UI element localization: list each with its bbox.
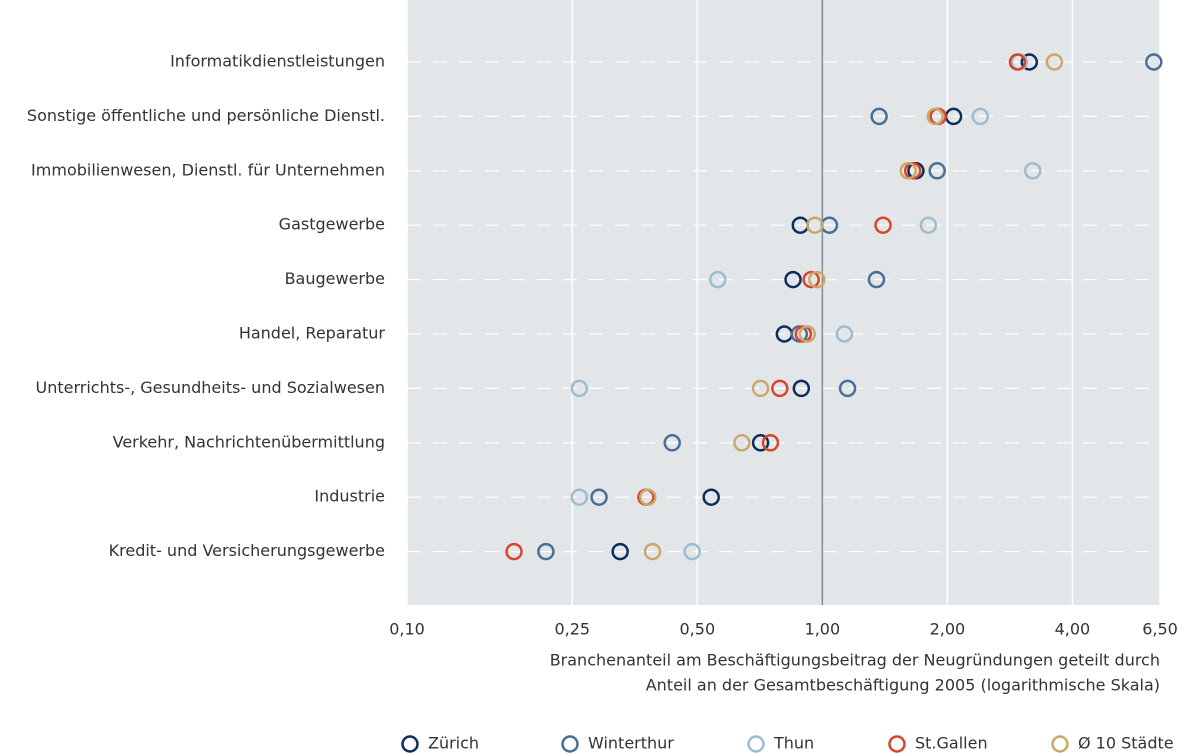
dot <box>663 434 681 452</box>
x-tick-label: 0,25 <box>554 620 590 639</box>
dot <box>643 542 662 561</box>
x-tick-label: 0,10 <box>389 620 425 639</box>
dot <box>751 434 770 452</box>
dot <box>808 270 826 289</box>
y-tick-label: Gastgewerbe <box>279 215 385 234</box>
dot <box>709 270 727 289</box>
dot <box>733 434 751 452</box>
legend-marker <box>747 735 765 753</box>
dot <box>870 107 888 126</box>
y-tick-label: Immobilienwesen, Dienstl. für Unternehme… <box>31 160 385 179</box>
legend-label: Zürich <box>428 734 479 753</box>
x-axis-label: Anteil an der Gesamtbeschäftigung 2005 (… <box>646 676 1160 695</box>
dot <box>761 434 780 452</box>
dot <box>611 542 629 561</box>
dot <box>1020 53 1039 71</box>
x-tick-label: 6,50 <box>1142 620 1178 639</box>
dot <box>792 379 811 398</box>
legend-marker <box>401 735 419 753</box>
x-tick-label: 4,00 <box>1055 620 1091 639</box>
legend-label: Thun <box>773 734 814 753</box>
y-tick-label: Industrie <box>314 487 385 506</box>
dot <box>919 216 938 234</box>
y-tick-label: Handel, Reparatur <box>239 324 386 343</box>
dot <box>835 325 854 343</box>
legend-label: St.Gallen <box>915 734 988 753</box>
dot <box>874 216 892 234</box>
dot <box>590 488 608 506</box>
legend-marker <box>888 735 906 753</box>
dot <box>1008 53 1027 71</box>
dot <box>702 488 720 506</box>
dot <box>639 488 657 506</box>
dot <box>505 542 523 561</box>
dot <box>899 162 918 180</box>
plot-area <box>407 0 1160 605</box>
dot <box>1045 53 1064 71</box>
legend-label: Ø 10 Städte <box>1078 734 1174 753</box>
dot <box>751 379 770 398</box>
y-tick-label: Unterrichts-, Gesundheits- und Sozialwes… <box>35 378 385 397</box>
x-tick-label: 2,00 <box>930 620 966 639</box>
dot <box>771 379 789 398</box>
legend-marker <box>561 735 579 753</box>
dot <box>537 542 555 561</box>
dot <box>971 107 990 126</box>
y-tick-label: Informatikdienstleistungen <box>170 52 385 71</box>
dot <box>838 379 857 398</box>
dot <box>806 216 824 234</box>
y-tick-label: Sonstige öffentliche und persönliche Die… <box>27 106 385 125</box>
legend-marker <box>1051 735 1069 753</box>
dot <box>1145 53 1163 71</box>
dot <box>570 488 589 506</box>
y-tick-label: Baugewerbe <box>285 269 385 288</box>
legend-label: Winterthur <box>588 734 674 753</box>
y-tick-label: Verkehr, Nachrichtenübermittlung <box>113 432 385 451</box>
dot <box>928 162 946 180</box>
x-tick-label: 0,50 <box>680 620 716 639</box>
dot <box>802 270 820 289</box>
dot <box>570 379 589 398</box>
x-tick-label: 1,00 <box>805 620 841 639</box>
dot <box>867 270 886 289</box>
y-tick-label: Kredit- und Versicherungsgewerbe <box>109 541 385 560</box>
dot <box>1023 162 1042 180</box>
x-axis-label: Branchenanteil am Beschäftigungsbeitrag … <box>550 651 1160 670</box>
dot <box>798 325 817 343</box>
dot <box>784 270 802 289</box>
dot <box>683 542 701 561</box>
dot <box>926 107 945 126</box>
